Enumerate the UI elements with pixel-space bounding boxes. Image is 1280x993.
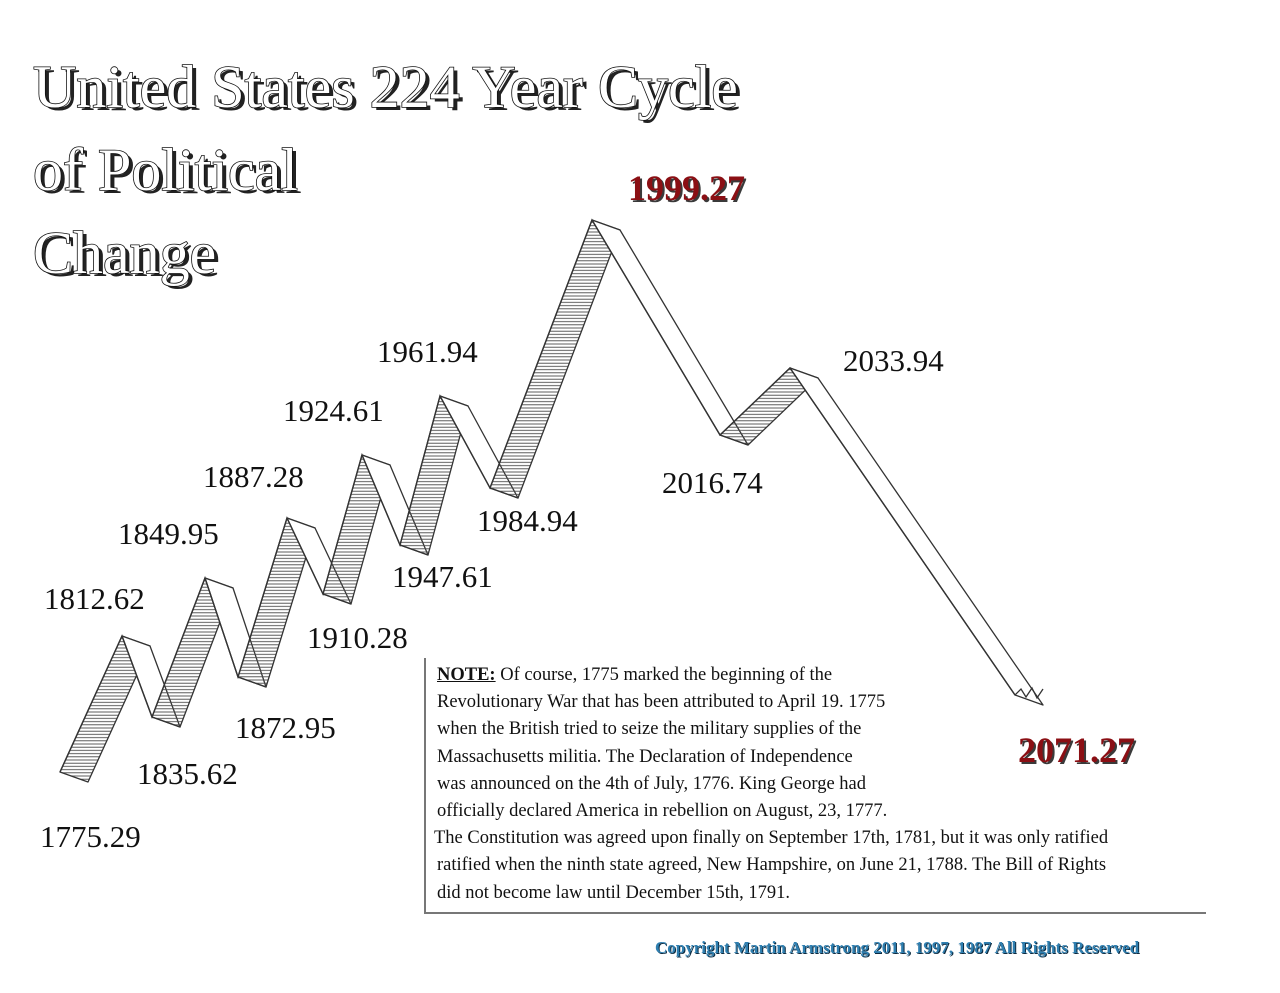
date-label-shadow: 1999.27 xyxy=(630,170,747,210)
date-label-shadow: 2071.27 xyxy=(1020,732,1137,772)
note-first-line: Of course, 1775 marked the beginning of … xyxy=(495,665,833,685)
date-labels: 1775.29 1812.62 1835.62 1849.95 1872.95 1887.… xyxy=(40,168,1137,854)
date-label: 1961.94 xyxy=(377,334,478,369)
title-line-3-shadow: Change xyxy=(37,223,220,289)
date-label: 1887.28 xyxy=(203,459,304,494)
rising-segment xyxy=(489,219,621,499)
title-line-1: United States 224 Year Cycle xyxy=(33,54,738,120)
date-label: 1947.61 xyxy=(392,559,493,594)
note-text: NOTE: Of course, 1775 marked the beginni… xyxy=(434,662,1227,907)
date-label: 1775.29 xyxy=(40,819,141,854)
note-line: Massachusetts militia. The Declaration o… xyxy=(437,746,853,767)
note-box xyxy=(424,658,1206,914)
key-date-label: 2071.27 xyxy=(1018,730,1135,770)
date-label: 1835.62 xyxy=(137,756,238,791)
note-line: officially declared America in rebellion… xyxy=(437,801,888,822)
note-line: was announced on the 4th of July, 1776. … xyxy=(437,773,867,794)
note-line: Revolutionary War that has been attribut… xyxy=(437,692,886,713)
note-line-first: NOTE: Of course, 1775 marked the beginni… xyxy=(437,662,1227,689)
falling-segment xyxy=(591,219,749,446)
cycle-ribbon xyxy=(59,218,1044,783)
date-label: 2033.94 xyxy=(843,343,944,378)
title-line-2-shadow: of Political xyxy=(37,140,302,206)
copyright-text: Copyright Martin Armstrong 2011, 1997, 1… xyxy=(655,938,1140,957)
title-line-3: Change xyxy=(33,220,216,286)
date-label: 1984.94 xyxy=(477,503,578,538)
falling-segment xyxy=(789,367,1044,706)
note-line: when the British tried to seize the mili… xyxy=(437,719,862,740)
title-line-2: of Political xyxy=(33,137,298,203)
date-label: 1849.95 xyxy=(118,516,219,551)
date-label: 1812.62 xyxy=(44,581,145,616)
title-line-1-shadow: United States 224 Year Cycle xyxy=(37,57,742,123)
note-line: The Constitution was agreed upon finally… xyxy=(434,828,1109,849)
key-date-label: 1999.27 xyxy=(628,168,745,208)
date-label: 1910.28 xyxy=(307,620,408,655)
date-label: 1872.95 xyxy=(235,710,336,745)
note-line: ratified when the ninth state agreed, Ne… xyxy=(437,855,1107,876)
note-line: did not become law until December 15th, … xyxy=(437,882,790,903)
chart-title: United States 224 Year Cycle United Stat… xyxy=(32,53,742,289)
date-label: 2016.74 xyxy=(662,465,763,500)
date-label: 1924.61 xyxy=(283,393,384,428)
cycle-line xyxy=(59,218,1016,773)
note-heading: NOTE: xyxy=(437,665,496,685)
torn-ribbon-end xyxy=(1014,686,1044,700)
